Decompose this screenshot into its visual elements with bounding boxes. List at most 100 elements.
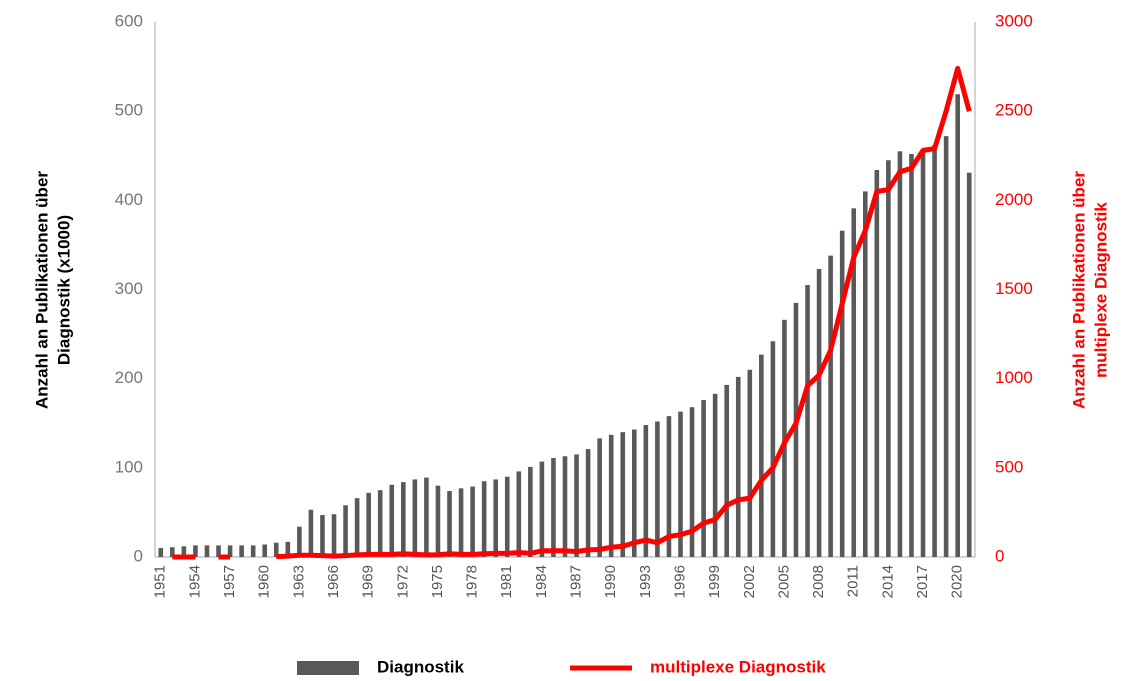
bar bbox=[551, 458, 556, 557]
bar bbox=[631, 429, 637, 557]
bar bbox=[308, 509, 314, 557]
legend-label: multiplexe Diagnostik bbox=[650, 657, 826, 676]
legend-label: Diagnostik bbox=[377, 657, 464, 676]
y-tick-label: 0 bbox=[134, 546, 143, 565]
bar bbox=[643, 425, 649, 557]
bar bbox=[712, 393, 718, 557]
bar bbox=[597, 438, 602, 557]
bar bbox=[181, 546, 187, 557]
bar bbox=[689, 407, 695, 557]
x-tick-label: 2017 bbox=[914, 565, 931, 598]
bar bbox=[216, 545, 221, 557]
y-tick-label: 600 bbox=[115, 11, 143, 30]
bar bbox=[458, 488, 464, 557]
bar bbox=[366, 492, 371, 557]
x-tick-label: 1957 bbox=[221, 565, 238, 598]
x-tick-label: 2011 bbox=[845, 565, 862, 597]
bar bbox=[193, 545, 198, 557]
bar bbox=[851, 208, 857, 557]
bar bbox=[389, 484, 395, 557]
bar bbox=[354, 498, 360, 557]
y2-tick-label: 1000 bbox=[995, 368, 1033, 387]
x-tick-label: 2020 bbox=[949, 565, 966, 598]
bar bbox=[735, 376, 741, 557]
x-tick-label: 2014 bbox=[879, 565, 896, 598]
x-tick-label: 1987 bbox=[568, 565, 585, 598]
bar bbox=[839, 230, 845, 557]
x-tick-label: 1984 bbox=[533, 565, 550, 598]
bar bbox=[528, 466, 533, 557]
bar bbox=[585, 449, 591, 557]
x-tick-label: 1966 bbox=[325, 565, 342, 598]
bar bbox=[805, 285, 810, 557]
bar bbox=[608, 434, 614, 557]
y-axis-title-line: Diagnostik (x1000) bbox=[54, 215, 73, 365]
bar bbox=[170, 547, 175, 557]
bar bbox=[470, 486, 475, 557]
bar bbox=[447, 491, 452, 557]
bar bbox=[239, 545, 244, 557]
x-tick-label: 1969 bbox=[360, 565, 377, 598]
bar bbox=[655, 421, 660, 557]
bar bbox=[955, 94, 960, 557]
bar bbox=[724, 384, 729, 557]
bar bbox=[273, 542, 279, 557]
y-tick-label: 400 bbox=[115, 190, 143, 209]
y2-axis-title: Anzahl an Publikationen über multiplexe … bbox=[1069, 171, 1110, 409]
x-tick-label: 1999 bbox=[706, 565, 723, 598]
bar bbox=[250, 545, 256, 557]
bar bbox=[516, 471, 522, 557]
x-tick-label: 1951 bbox=[152, 565, 169, 598]
bar bbox=[874, 170, 880, 557]
bar bbox=[377, 490, 383, 557]
line bbox=[172, 65, 972, 560]
bar bbox=[343, 505, 348, 557]
bar bbox=[435, 485, 441, 557]
bar bbox=[493, 479, 499, 557]
legend-item: multiplexe Diagnostik bbox=[570, 657, 826, 676]
bar bbox=[481, 481, 487, 557]
y2-tick-label: 2000 bbox=[995, 190, 1033, 209]
bar bbox=[897, 151, 903, 557]
bar bbox=[770, 341, 776, 557]
bar bbox=[701, 400, 706, 557]
y-tick-label: 300 bbox=[115, 279, 143, 298]
bar bbox=[574, 454, 579, 557]
bar bbox=[966, 172, 972, 558]
y2-tick-label: 1500 bbox=[995, 279, 1033, 298]
x-tick-label: 1993 bbox=[637, 565, 654, 598]
x-tick-label: 1978 bbox=[464, 565, 481, 598]
x-tick-label: 1981 bbox=[498, 565, 515, 598]
y-tick-label: 200 bbox=[115, 368, 143, 387]
bar bbox=[920, 151, 926, 557]
x-tick-label: 1954 bbox=[186, 565, 203, 598]
x-tick-label: 1996 bbox=[671, 565, 688, 598]
bar bbox=[678, 411, 683, 557]
bar bbox=[816, 268, 822, 557]
bar bbox=[297, 526, 302, 557]
bar bbox=[747, 369, 753, 557]
x-tick-label: 2005 bbox=[775, 565, 792, 598]
bar bbox=[759, 354, 764, 557]
bar bbox=[227, 545, 233, 557]
x-tick-label: 1960 bbox=[256, 565, 273, 598]
y-axis-title-line: Anzahl an Publikationen über bbox=[32, 171, 51, 409]
legend-item: Diagnostik bbox=[297, 657, 464, 676]
bar bbox=[909, 153, 914, 557]
bar bbox=[504, 476, 510, 557]
x-tick-label: 1963 bbox=[290, 565, 307, 598]
bar bbox=[158, 548, 164, 557]
y2-axis-title-line: multiplexe Diagnostik bbox=[1091, 202, 1110, 378]
bar bbox=[539, 461, 545, 557]
x-tick-label: 2008 bbox=[810, 565, 827, 598]
bar bbox=[401, 482, 406, 557]
bar bbox=[412, 479, 418, 557]
bar bbox=[666, 416, 672, 557]
y2-axis-title-line: Anzahl an Publikationen über bbox=[1069, 171, 1088, 409]
y2-tick-label: 0 bbox=[995, 546, 1004, 565]
bar bbox=[620, 432, 626, 557]
bar bbox=[562, 456, 568, 557]
bar bbox=[285, 541, 291, 557]
y2-tick-label: 3000 bbox=[995, 11, 1033, 30]
bar bbox=[424, 477, 429, 557]
